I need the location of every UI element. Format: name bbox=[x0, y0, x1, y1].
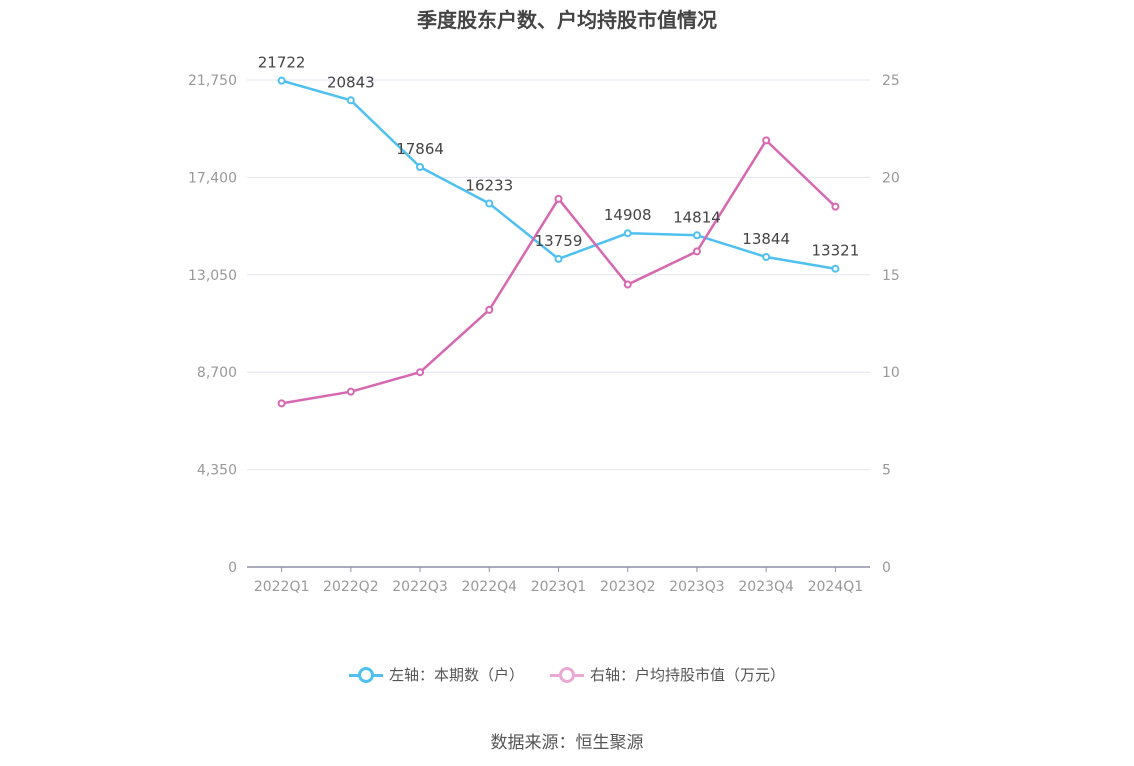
x-axis-tick-label: 2022Q2 bbox=[323, 579, 379, 595]
data-label: 21722 bbox=[258, 54, 306, 72]
data-point-right bbox=[762, 136, 771, 145]
data-label: 14908 bbox=[604, 206, 652, 224]
data-label: 16233 bbox=[465, 177, 513, 195]
data-point-right bbox=[554, 194, 563, 203]
series-lines bbox=[277, 76, 840, 408]
x-axis-tick-label: 2023Q3 bbox=[669, 579, 725, 595]
right-axis-tick-label: 25 bbox=[882, 73, 900, 89]
left-axis-tick-label: 0 bbox=[228, 560, 237, 576]
data-point-right bbox=[277, 399, 286, 408]
x-axis-tick-label: 2023Q2 bbox=[600, 579, 656, 595]
source-note: 数据来源：恒生聚源 bbox=[490, 733, 644, 753]
legend: 左轴：本期数（户） 右轴：户均持股市值（万元） bbox=[0, 664, 1134, 685]
right-axis-tick-label: 0 bbox=[882, 560, 891, 576]
x-axis-tick-label: 2024Q1 bbox=[808, 579, 864, 595]
data-point-right bbox=[692, 247, 701, 256]
data-point-left bbox=[485, 199, 494, 208]
data-point-right bbox=[485, 305, 494, 314]
left-axis-tick-label: 13,050 bbox=[188, 268, 237, 284]
data-label: 13844 bbox=[742, 230, 790, 248]
data-label: 17864 bbox=[396, 140, 444, 158]
right-axis-tick-label: 10 bbox=[882, 365, 900, 381]
data-label: 20843 bbox=[327, 73, 375, 91]
legend-label: 右轴：户均持股市值（万元） bbox=[590, 666, 786, 684]
right-axis-tick-label: 20 bbox=[882, 170, 900, 186]
data-label: 13321 bbox=[812, 242, 860, 260]
data-point-left bbox=[623, 229, 632, 238]
data-point-left bbox=[277, 76, 286, 85]
legend-marker-icon bbox=[348, 666, 383, 684]
legend-marker-icon bbox=[550, 666, 584, 684]
x-axis-tick-label: 2022Q4 bbox=[461, 579, 517, 595]
data-label: 13759 bbox=[535, 232, 583, 250]
legend-label: 左轴：本期数（户） bbox=[388, 666, 524, 684]
right-axis-tick-label: 5 bbox=[882, 463, 891, 479]
data-point-left bbox=[346, 96, 355, 105]
left-axis-tick-label: 17,400 bbox=[188, 170, 237, 186]
data-label: 14814 bbox=[673, 208, 721, 226]
axes: 0 4,350 8,700 13,050 17,400 21,750 0 5 10 15 20 25 2… bbox=[188, 73, 900, 595]
data-labels: 21722 20843 17864 16233 13759 14908 14814 13844… bbox=[258, 54, 859, 260]
data-point-left bbox=[762, 253, 771, 262]
series-line-right bbox=[281, 139, 837, 405]
chart-title: 季度股东户数、户均持股市值情况 bbox=[417, 8, 717, 32]
x-axis-tick-label: 2022Q3 bbox=[392, 579, 448, 595]
right-axis-tick-label: 15 bbox=[882, 268, 900, 284]
left-axis-tick-label: 21,750 bbox=[188, 73, 237, 89]
legend-item-left-series[interactable]: 左轴：本期数（户） bbox=[348, 664, 524, 685]
grid-lines bbox=[247, 79, 870, 471]
data-point-left bbox=[554, 254, 563, 263]
data-point-left bbox=[416, 163, 425, 172]
left-axis-tick-label: 8,700 bbox=[197, 365, 237, 381]
data-point-right bbox=[623, 280, 632, 289]
x-axis-tick-label: 2022Q1 bbox=[254, 579, 310, 595]
legend-item-right-series[interactable]: 右轴：户均持股市值（万元） bbox=[550, 664, 785, 685]
data-point-right bbox=[346, 387, 355, 396]
left-axis-tick-label: 4,350 bbox=[197, 463, 237, 479]
x-axis-tick-label: 2023Q1 bbox=[531, 579, 587, 595]
data-point-right bbox=[831, 202, 840, 211]
data-point-left bbox=[831, 264, 840, 273]
data-point-right bbox=[416, 368, 425, 377]
x-axis-tick-label: 2023Q4 bbox=[738, 579, 794, 595]
data-point-left bbox=[692, 231, 701, 240]
